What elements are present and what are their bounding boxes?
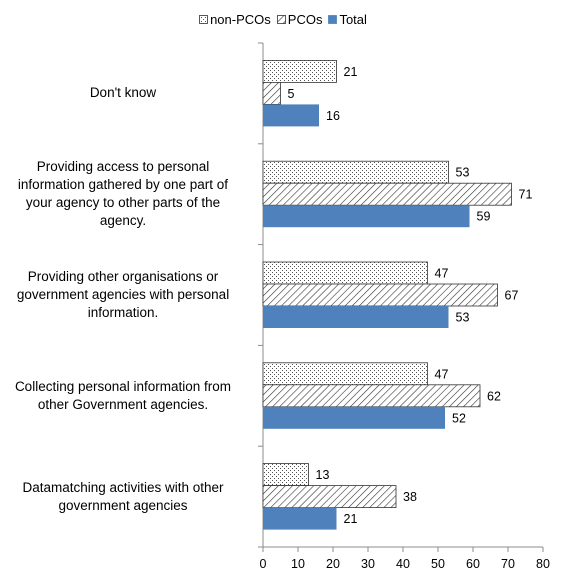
- category-label-line: government agencies with personal: [16, 287, 230, 302]
- x-tick-label: 60: [466, 557, 480, 571]
- category-label-line: government agencies: [58, 497, 188, 513]
- data-label: 53: [456, 311, 470, 325]
- data-label: 67: [505, 289, 519, 303]
- legend-swatch: [328, 15, 338, 25]
- data-label: 47: [435, 267, 449, 281]
- legend: non-PCOs PCOs Total: [0, 11, 566, 27]
- data-label: 38: [403, 490, 417, 504]
- category-label-line: Providing other organisations or: [27, 269, 219, 284]
- legend-item-total: Total: [328, 12, 367, 28]
- category-label: Datamatching activities with other govern…: [0, 479, 248, 515]
- x-tick-label: 10: [291, 557, 305, 571]
- data-label: 21: [344, 65, 358, 79]
- bar-pcos-2: [262, 283, 498, 307]
- bar-pcos-1: [262, 182, 512, 206]
- category-label: Don't know: [0, 84, 248, 102]
- category-label-line: Don't know: [89, 85, 157, 101]
- x-tick-label: 40: [396, 557, 410, 571]
- category-label-line: Collecting personal information from: [14, 378, 232, 394]
- category-label-line: information gathered by one part of: [17, 177, 229, 193]
- bar-non-pcos-4: [262, 463, 309, 487]
- data-label: 16: [326, 109, 340, 123]
- bar-pcos-0: [262, 82, 281, 105]
- bar-total-2: [263, 306, 449, 328]
- data-label: 21: [344, 512, 358, 526]
- data-label: 59: [477, 210, 491, 224]
- category-label: Providing other organisations or governme…: [0, 268, 248, 322]
- legend-swatch: [199, 15, 208, 25]
- x-tick-label: 70: [501, 557, 515, 571]
- category-label-line: agency.: [99, 213, 147, 229]
- bar-pcos-3: [262, 384, 481, 408]
- bar-non-pcos-3: [262, 362, 428, 386]
- legend-label: Total: [339, 12, 367, 28]
- legend-label: PCOs: [287, 12, 323, 28]
- legend-item-pcos: PCOs: [276, 12, 323, 28]
- bar-total-1: [263, 205, 470, 228]
- x-tick-label: 30: [361, 557, 375, 571]
- x-tick-label: 0: [260, 557, 267, 571]
- legend-label: non-PCOs: [210, 12, 271, 28]
- bar-total-4: [263, 507, 337, 530]
- category-label-line: other Government agencies.: [37, 396, 209, 412]
- category-label-line: Datamatching activities with other: [22, 479, 224, 495]
- bar-non-pcos-1: [262, 160, 449, 184]
- data-label: 62: [487, 389, 501, 403]
- category-label-line: your agency to other parts of the: [25, 195, 221, 211]
- bar-total-3: [263, 406, 445, 429]
- category-label: Collecting personal information from othe…: [0, 378, 248, 414]
- bar-pcos-4: [262, 485, 397, 509]
- data-label: 53: [456, 166, 470, 180]
- bar-non-pcos-2: [262, 261, 428, 285]
- data-label: 13: [316, 468, 330, 482]
- data-label: 52: [452, 411, 466, 425]
- bar-non-pcos-0: [262, 60, 337, 83]
- legend-swatch: [276, 15, 286, 25]
- x-tick-label: 50: [431, 557, 445, 571]
- legend-item-non-pcos: non-PCOs: [199, 12, 271, 27]
- x-tick-label: 20: [326, 557, 340, 571]
- data-label: 5: [288, 87, 295, 101]
- category-label: Providing access to personal information …: [0, 158, 248, 230]
- data-label: 47: [435, 367, 449, 381]
- category-label-line: Providing access to personal: [36, 159, 210, 175]
- data-label: 71: [519, 188, 533, 202]
- category-label-line: information.: [87, 305, 159, 320]
- bar-total-0: [263, 104, 319, 127]
- x-tick-label: 80: [536, 557, 550, 571]
